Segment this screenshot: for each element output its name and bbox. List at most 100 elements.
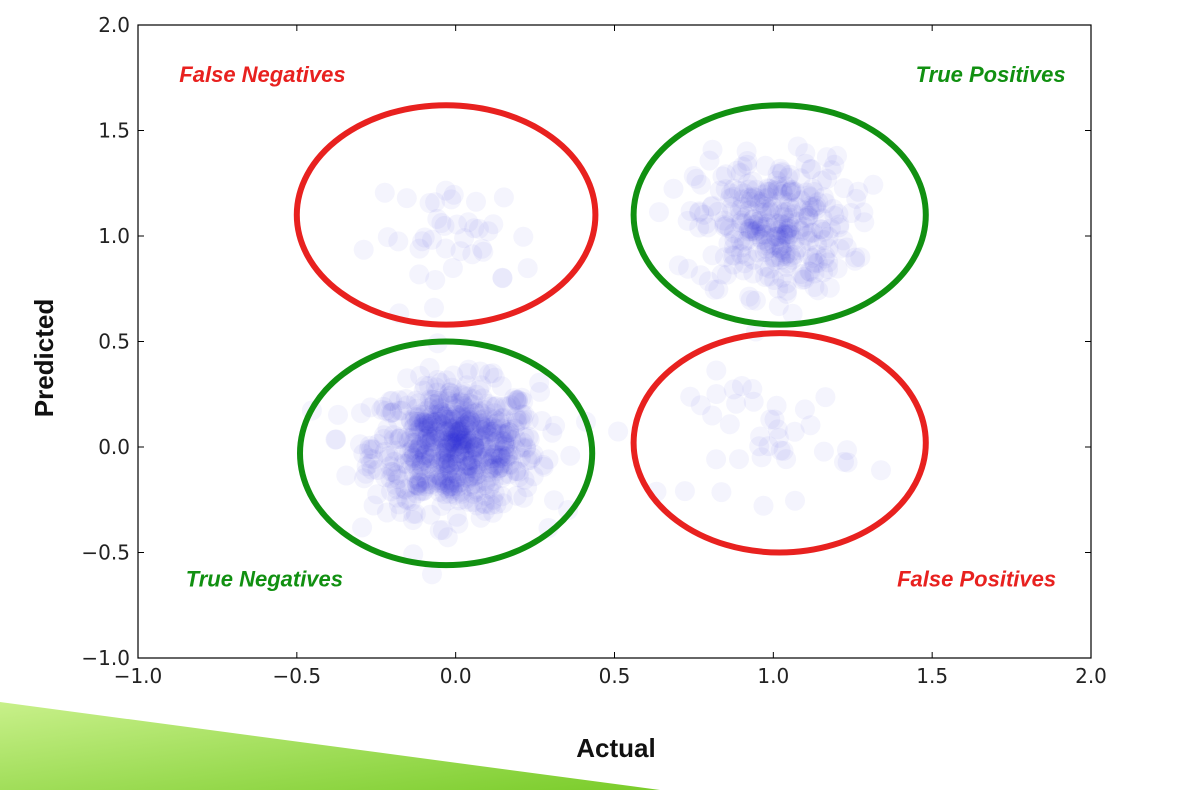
data-point	[779, 243, 800, 264]
data-point	[450, 384, 471, 405]
data-point	[438, 416, 458, 437]
data-points	[301, 136, 891, 585]
data-point	[748, 226, 769, 247]
data-point	[413, 411, 434, 432]
data-point	[458, 412, 479, 432]
data-point	[472, 238, 492, 259]
data-point	[699, 150, 720, 171]
data-point	[441, 377, 462, 398]
data-point	[435, 238, 456, 259]
data-point	[779, 213, 799, 234]
data-point	[779, 224, 800, 245]
data-point	[723, 254, 744, 275]
data-point	[746, 220, 767, 241]
data-point	[730, 213, 751, 233]
data-point	[491, 444, 511, 465]
data-point	[518, 410, 539, 430]
data-point	[470, 507, 491, 528]
data-point	[848, 181, 869, 202]
data-point	[706, 384, 727, 404]
data-point	[454, 440, 475, 461]
data-point	[417, 474, 438, 495]
data-point	[501, 429, 522, 450]
data-point	[745, 222, 765, 242]
data-point	[477, 407, 498, 428]
data-point	[467, 495, 488, 516]
data-point	[779, 182, 800, 203]
data-point	[478, 221, 499, 242]
data-point	[467, 446, 488, 466]
data-point	[469, 380, 490, 401]
data-point	[469, 412, 490, 433]
data-point	[745, 187, 766, 208]
data-point	[800, 159, 821, 180]
data-point	[382, 390, 402, 411]
data-point	[459, 393, 480, 414]
data-point	[786, 240, 807, 261]
data-point	[478, 454, 499, 475]
data-point	[723, 223, 744, 244]
data-point	[474, 475, 495, 496]
data-point	[435, 435, 456, 455]
data-point	[782, 249, 803, 270]
data-point	[374, 182, 395, 203]
data-point	[487, 448, 508, 469]
data-point	[455, 489, 475, 510]
data-point	[457, 446, 478, 467]
data-point	[451, 406, 472, 427]
data-point	[430, 401, 451, 422]
data-point	[410, 436, 431, 457]
data-point	[702, 139, 723, 160]
data-point	[813, 441, 834, 462]
data-point	[496, 396, 517, 417]
data-point	[512, 404, 533, 425]
data-point	[413, 380, 434, 401]
data-point	[720, 188, 741, 209]
data-point	[785, 182, 806, 202]
data-point	[399, 442, 420, 463]
data-point	[483, 214, 504, 235]
data-point	[461, 449, 482, 470]
data-point	[458, 491, 479, 512]
data-point	[818, 226, 839, 247]
data-point	[458, 406, 479, 427]
data-point	[463, 389, 484, 409]
data-point	[689, 217, 710, 238]
data-point	[410, 481, 431, 502]
data-point	[393, 453, 414, 474]
data-point	[388, 428, 409, 449]
data-point	[449, 420, 470, 441]
data-point	[770, 246, 791, 267]
data-point	[408, 419, 429, 440]
data-point	[726, 393, 747, 414]
data-point	[443, 418, 464, 439]
x-tick-label: −1.0	[114, 664, 163, 688]
data-point	[795, 143, 816, 164]
data-point	[408, 411, 429, 432]
data-point	[777, 253, 798, 274]
data-point	[733, 260, 754, 281]
data-point	[429, 426, 450, 447]
data-point	[477, 415, 498, 436]
data-point	[816, 147, 837, 168]
data-point	[449, 443, 470, 463]
data-point	[789, 219, 810, 240]
data-point	[396, 453, 417, 474]
data-point	[733, 183, 754, 204]
data-point	[496, 434, 517, 455]
data-point	[739, 200, 760, 221]
data-point	[744, 215, 765, 235]
data-point	[448, 424, 468, 445]
x-tick-label: 0.0	[440, 664, 472, 688]
data-point	[790, 168, 811, 189]
data-point	[786, 197, 807, 218]
data-point	[810, 219, 831, 240]
data-point	[463, 483, 484, 504]
data-point	[457, 455, 478, 476]
data-point	[739, 286, 760, 307]
data-point	[397, 395, 418, 416]
data-point	[450, 404, 471, 425]
data-point	[463, 440, 484, 460]
data-point	[754, 224, 775, 245]
